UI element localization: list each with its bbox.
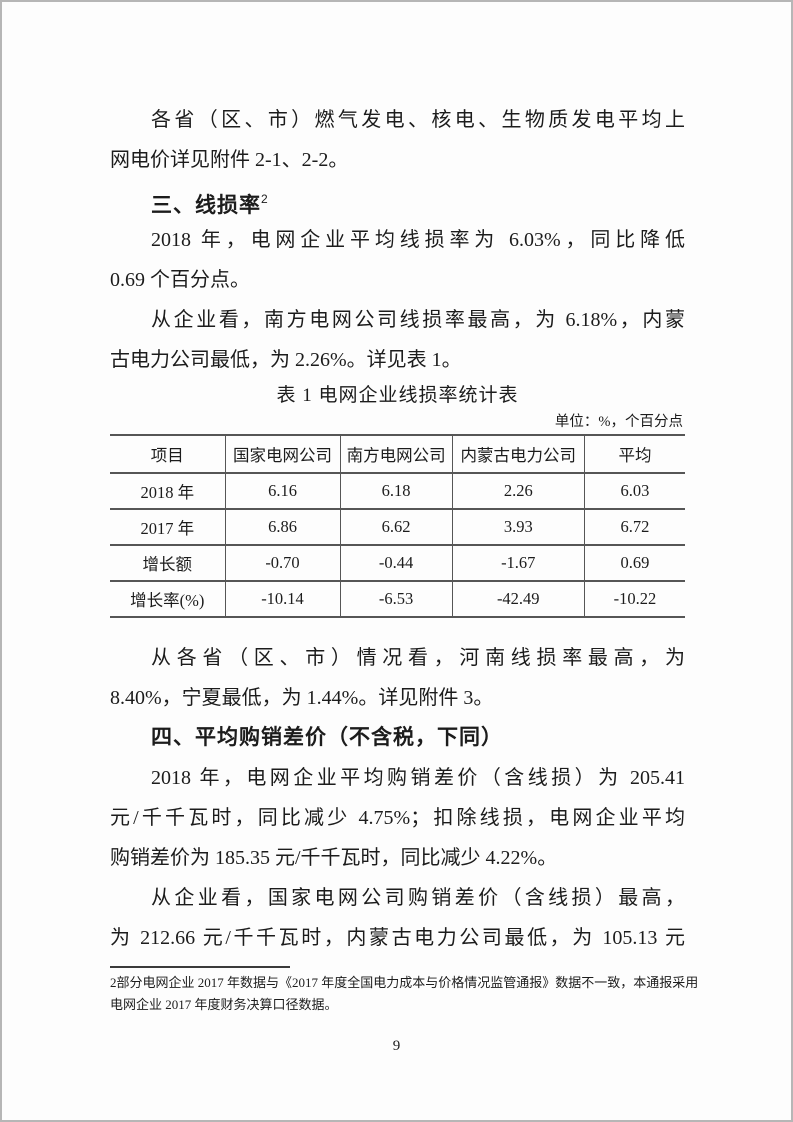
paragraph-line: 网电价详见附件 2-1、2-2。: [110, 149, 349, 171]
paragraph-line: 0.69 个百分点。: [110, 269, 250, 291]
table-cell: 3.93: [452, 508, 585, 545]
footnote-ref-2: 2: [261, 192, 268, 206]
section-heading-4-text: 四、平均购销差价（不含税，下同）: [151, 726, 503, 749]
table-header-cell: 国家电网公司: [225, 434, 341, 473]
table-row-label: 2018 年: [110, 472, 226, 509]
footnote-line: 2部分电网企业 2017 年数据与《2017 年度全国电力成本与价格情况监管通报…: [110, 975, 699, 990]
paragraph-line: 2018 年，电网企业平均购销差价（含线损）为 205.41: [151, 767, 685, 789]
table-cell: 2.26: [452, 472, 585, 509]
line-loss-rate-table: 项目 国家电网公司 南方电网公司 内蒙古电力公司 平均 2018 年 6.16 …: [110, 434, 685, 618]
page-number: 9: [392, 1038, 401, 1054]
paragraph-line: 2018 年，电网企业平均线损率为 6.03%，同比降低: [151, 229, 685, 251]
table-cell: 6.72: [584, 508, 685, 545]
paragraph-line: 从各省（区、市）情况看，河南线损率最高，为: [151, 647, 685, 669]
table-cell: -6.53: [340, 580, 453, 618]
table-cell: 6.16: [225, 472, 341, 509]
table-cell: -10.14: [225, 580, 341, 618]
paragraph-line: 从企业看，国家电网公司购销差价（含线损）最高，: [151, 887, 685, 909]
paragraph-line: 为 212.66 元/千千瓦时，内蒙古电力公司最低，为 105.13 元: [110, 927, 685, 949]
paragraph-3: 从企业看，南方电网公司线损率最高，为 6.18%，内蒙 古电力公司最低，为 2.…: [110, 300, 685, 380]
page-content: 各省（区、市）燃气发电、核电、生物质发电平均上 网电价详见附件 2-1、2-2。…: [110, 100, 685, 958]
table-row-label: 增长额: [110, 544, 226, 581]
footnote-separator: [110, 966, 290, 968]
table-cell: -10.22: [584, 580, 685, 618]
table-cell: 6.86: [225, 508, 341, 545]
table-cell: 6.03: [584, 472, 685, 509]
paragraph-5: 2018 年，电网企业平均购销差价（含线损）为 205.41 元/千千瓦时，同比…: [110, 758, 685, 878]
table-cell: -1.67: [452, 544, 585, 581]
table-header-row: 项目 国家电网公司 南方电网公司 内蒙古电力公司 平均: [110, 434, 685, 473]
paragraph-line: 购销差价为 185.35 元/千千瓦时，同比减少 4.22%。: [110, 847, 558, 869]
paragraph-line: 8.40%，宁夏最低，为 1.44%。详见附件 3。: [110, 687, 494, 709]
paragraph-line: 古电力公司最低，为 2.26%。详见表 1。: [110, 349, 462, 371]
table-unit-note: 单位：%，个百分点: [554, 414, 683, 430]
table-header-cell: 平均: [584, 434, 685, 473]
paragraph-1: 各省（区、市）燃气发电、核电、生物质发电平均上 网电价详见附件 2-1、2-2。: [110, 100, 685, 180]
table-cell: -0.70: [225, 544, 341, 581]
table-row: 增长额 -0.70 -0.44 -1.67 0.69: [110, 544, 685, 581]
footnote-line: 电网企业 2017 年度财务决算口径数据。: [110, 997, 338, 1012]
table-header-cell: 南方电网公司: [340, 434, 453, 473]
table-header-cell: 项目: [110, 434, 226, 473]
table-row-label: 增长率(%): [110, 580, 226, 618]
section-heading-3-text: 三、线损率: [151, 194, 261, 217]
table-cell: 0.69: [584, 544, 685, 581]
table-cell: 6.62: [340, 508, 453, 545]
paragraph-line: 各省（区、市）燃气发电、核电、生物质发电平均上: [151, 109, 685, 131]
table-cell: -0.44: [340, 544, 453, 581]
paragraph-2: 2018 年，电网企业平均线损率为 6.03%，同比降低 0.69 个百分点。: [110, 220, 685, 300]
table-row: 2018 年 6.16 6.18 2.26 6.03: [110, 472, 685, 509]
table-cell: -42.49: [452, 580, 585, 618]
table-caption: 表 1 电网企业线损率统计表: [276, 385, 519, 406]
table-cell: 6.18: [340, 472, 453, 509]
paragraph-line: 从企业看，南方电网公司线损率最高，为 6.18%，内蒙: [151, 309, 685, 331]
table-row: 增长率(%) -10.14 -6.53 -42.49 -10.22: [110, 580, 685, 618]
table-header-cell: 内蒙古电力公司: [452, 434, 585, 473]
footnote: 2部分电网企业 2017 年数据与《2017 年度全国电力成本与价格情况监管通报…: [110, 972, 699, 1016]
section-heading-3: 三、线损率2: [110, 180, 685, 220]
section-heading-4: 四、平均购销差价（不含税，下同）: [110, 718, 685, 758]
paragraph-line: 元/千千瓦时，同比减少 4.75%；扣除线损，电网企业平均: [110, 807, 685, 829]
table-row-label: 2017 年: [110, 508, 226, 545]
paragraph-4: 从各省（区、市）情况看，河南线损率最高，为 8.40%，宁夏最低，为 1.44%…: [110, 638, 685, 718]
table-row: 2017 年 6.86 6.62 3.93 6.72: [110, 508, 685, 545]
paragraph-6: 从企业看，国家电网公司购销差价（含线损）最高， 为 212.66 元/千千瓦时，…: [110, 878, 685, 958]
